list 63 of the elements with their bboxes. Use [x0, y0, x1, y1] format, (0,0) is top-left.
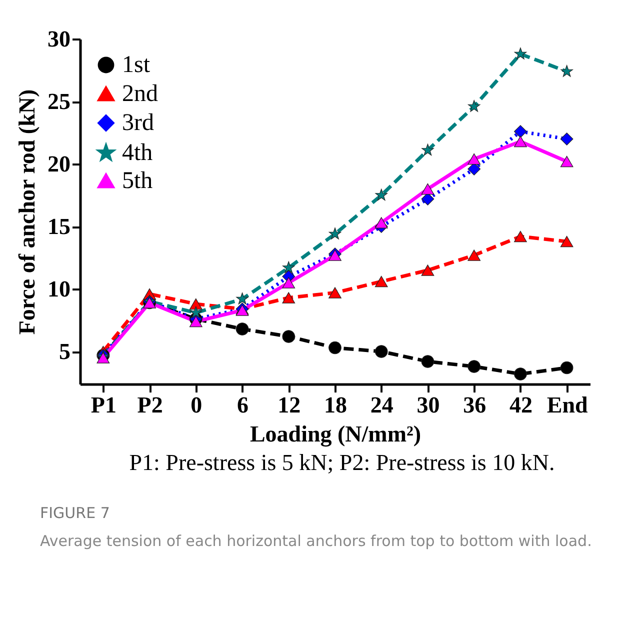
point — [328, 228, 342, 240]
x-tick-label: 42 — [509, 392, 532, 418]
point — [282, 261, 295, 274]
point — [560, 361, 574, 374]
point — [468, 360, 481, 373]
legend-label: 5th — [122, 168, 153, 194]
text: P1: Pre-stress is 5 kN; P2: Pre-stress is 10 kN. — [128, 450, 556, 476]
x-tick-label: 0 — [190, 392, 202, 418]
legend-label: 2nd — [122, 81, 158, 107]
point — [468, 250, 481, 261]
point — [514, 136, 527, 148]
legend-label: 1st — [122, 52, 150, 78]
point — [514, 368, 527, 380]
point — [514, 125, 527, 138]
x-tick-label: 36 — [463, 392, 486, 418]
legend-label: 3rd — [122, 110, 154, 136]
point — [560, 65, 573, 77]
y-tick-label: 10 — [48, 276, 70, 302]
point — [468, 100, 480, 112]
point — [236, 292, 248, 304]
point — [421, 192, 434, 206]
legend-label: 4th — [122, 140, 153, 166]
point — [560, 132, 574, 146]
point — [282, 277, 296, 288]
point — [421, 355, 434, 368]
point — [560, 236, 574, 248]
point — [374, 345, 388, 358]
x-tick-label: 18 — [324, 392, 347, 418]
point — [190, 306, 202, 318]
point — [514, 230, 527, 242]
point — [189, 316, 202, 328]
point — [328, 341, 342, 354]
y-tick-label: 25 — [48, 89, 70, 114]
caption: FIGURE 7 — [40, 504, 111, 522]
point — [421, 264, 434, 276]
y-tick-label: 15 — [48, 214, 70, 239]
point — [468, 153, 481, 165]
point — [560, 156, 574, 168]
y-tick-label: 5 — [59, 339, 70, 364]
point — [374, 276, 388, 288]
x-tick-label: 12 — [278, 392, 301, 418]
point — [421, 183, 434, 195]
x-tick-label: 6 — [237, 392, 249, 418]
x-tick-label: P2 — [137, 392, 163, 418]
text: Average tension of each horizontal anchors from top to bottom with load. — [40, 531, 593, 552]
point — [282, 292, 296, 304]
point — [328, 287, 342, 298]
point — [422, 144, 434, 156]
point — [236, 322, 249, 336]
point — [375, 188, 388, 201]
point — [374, 217, 388, 228]
x-tick-label: End — [546, 392, 588, 418]
point — [468, 162, 481, 176]
point — [282, 330, 296, 343]
y-axis-title: Force of anchor rod (kN) — [14, 89, 40, 335]
x-tick-label: 30 — [416, 392, 440, 418]
x-tick-label: P1 — [90, 392, 116, 418]
x-tick-label: 24 — [370, 392, 394, 418]
point — [189, 298, 202, 310]
y-tick-label: 30 — [48, 26, 70, 52]
y-tick-label: 20 — [48, 152, 70, 176]
x-axis-title: Loading (N/mm²) — [250, 422, 422, 448]
point — [514, 48, 527, 60]
